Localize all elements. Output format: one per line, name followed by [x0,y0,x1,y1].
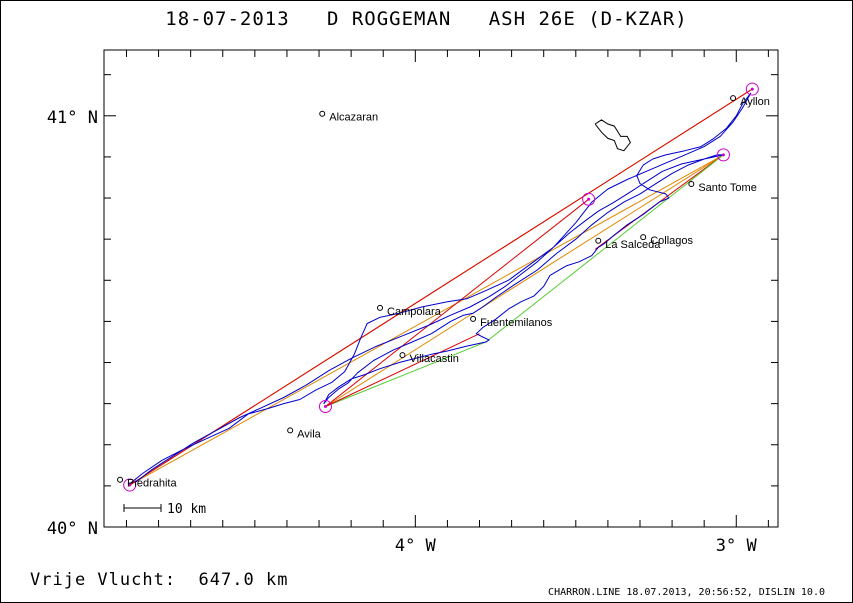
town-marker [319,110,326,117]
flight-date: 18-07-2013 [165,8,290,30]
longitude-labels: 4° W 3° W [395,536,758,556]
turnpoints [123,82,759,492]
flight-title: 18-07-2013 D ROGGEMAN ASH 26E (D-KZAR) [0,8,853,30]
credits-line: CHARRON.LINE 18.07.2013, 20:56:52, DISLI… [548,587,825,598]
town-marker [287,427,294,434]
town-label: Avila [297,428,322,440]
track-line [129,92,752,485]
task-legs [129,88,753,486]
distance-label: Vrije Vlucht: [30,570,177,590]
task-leg [325,154,724,407]
scale-bar-label: 10 km [167,502,206,517]
town-marker [399,352,406,359]
turnpoint-center [750,87,754,91]
town-label: Piedrahita [127,478,177,490]
coastline-shape [594,119,631,152]
scale-bar: 10 km [123,502,206,517]
glider-name: ASH 26E (D-KZAR) [488,8,688,30]
flight-distance: Vrije Vlucht: 647.0 km [30,570,288,590]
lat-label: 41° N [47,108,98,128]
pilot-name: D ROGGEMAN [326,8,452,30]
task-leg [129,88,753,486]
town-label: La Salceda [605,239,661,251]
latitude-labels: 41° N 40° N [47,108,98,539]
task-leg [325,198,589,407]
task-leg [129,154,724,486]
turnpoint-marker [318,400,332,414]
town-marker [377,304,384,311]
town-marker [688,181,695,188]
axis-ticks [104,50,778,528]
turnpoint-center [721,153,725,157]
turnpoint-center [323,405,327,409]
turnpoint-center [587,197,591,201]
coastline [594,119,631,152]
town-label: Collagos [650,235,693,247]
plot-area-border [103,49,779,528]
turnpoint-center [128,483,132,487]
town-label: Fuentemilanos [480,317,553,329]
town-label: Ayllon [740,96,770,108]
distance-value: 647.0 km [198,570,289,590]
town-marker [640,234,647,241]
lon-label: 3° W [716,536,758,556]
town-label: Campolara [387,306,442,318]
flight-track [129,92,752,485]
town-label: Villacastin [409,353,458,365]
lon-label: 4° W [395,536,437,556]
turnpoint-marker [745,82,759,96]
town-label: Santo Tome [698,182,757,194]
town-marker [595,237,602,244]
lat-label: 40° N [47,519,98,539]
town-marker [117,476,124,483]
town-marker [470,315,477,322]
turnpoint-marker [123,478,137,492]
town-marker [730,95,737,102]
turnpoint-marker [582,192,596,206]
turnpoint-marker [716,148,730,162]
task-leg [325,333,480,407]
town-label: Alcazaran [329,112,378,124]
